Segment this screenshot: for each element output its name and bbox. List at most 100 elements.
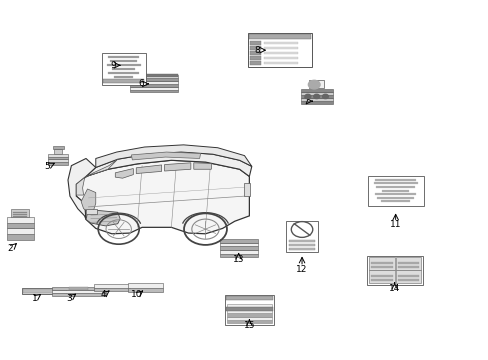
Bar: [250, 41, 261, 45]
Bar: [225, 296, 272, 300]
Circle shape: [308, 80, 320, 89]
Text: 6: 6: [138, 80, 143, 89]
Bar: [130, 81, 178, 84]
Bar: [368, 257, 394, 270]
Bar: [93, 284, 130, 288]
Bar: [289, 248, 314, 250]
Bar: [300, 101, 332, 104]
Bar: [106, 64, 141, 66]
Bar: [48, 159, 68, 162]
Bar: [397, 266, 418, 267]
Text: 15: 15: [243, 321, 255, 330]
Circle shape: [305, 94, 310, 99]
Bar: [219, 250, 257, 253]
Text: 2: 2: [8, 244, 13, 253]
Bar: [370, 275, 392, 277]
Bar: [367, 176, 423, 206]
Bar: [300, 89, 332, 92]
Polygon shape: [131, 152, 200, 160]
Bar: [250, 51, 261, 55]
Bar: [103, 78, 144, 83]
Bar: [300, 98, 332, 101]
Bar: [244, 183, 250, 196]
Bar: [219, 239, 257, 243]
Bar: [224, 295, 273, 324]
Bar: [226, 314, 271, 317]
Bar: [22, 289, 64, 293]
Bar: [130, 74, 178, 77]
Bar: [375, 186, 414, 188]
Polygon shape: [76, 159, 118, 195]
Bar: [249, 34, 310, 39]
Bar: [248, 33, 311, 67]
Bar: [13, 214, 27, 215]
Bar: [128, 288, 162, 292]
Bar: [13, 212, 27, 213]
Polygon shape: [81, 189, 96, 214]
Bar: [226, 310, 271, 314]
Bar: [7, 223, 34, 228]
Bar: [250, 62, 261, 65]
Bar: [370, 266, 392, 267]
Bar: [289, 244, 314, 246]
Bar: [93, 288, 130, 291]
Bar: [373, 182, 417, 184]
Circle shape: [313, 94, 319, 99]
Bar: [225, 307, 272, 311]
Text: 8: 8: [254, 46, 260, 55]
Bar: [374, 179, 415, 181]
Polygon shape: [86, 211, 120, 226]
Bar: [69, 287, 88, 290]
Bar: [226, 307, 271, 310]
Bar: [395, 270, 420, 283]
Bar: [128, 283, 162, 288]
Text: 12: 12: [296, 265, 307, 274]
Bar: [7, 234, 34, 239]
Text: 1: 1: [32, 294, 38, 303]
Bar: [108, 56, 139, 58]
Bar: [300, 95, 332, 98]
Bar: [54, 149, 62, 154]
Text: 4: 4: [100, 290, 106, 299]
Polygon shape: [136, 165, 161, 174]
Bar: [86, 209, 97, 214]
Bar: [7, 228, 34, 234]
Bar: [289, 240, 314, 242]
Bar: [250, 57, 261, 60]
Bar: [285, 221, 317, 252]
Bar: [109, 80, 138, 82]
Bar: [374, 193, 415, 195]
Bar: [226, 320, 271, 323]
Bar: [130, 75, 178, 78]
Bar: [53, 146, 63, 149]
Bar: [219, 243, 257, 246]
Polygon shape: [68, 158, 96, 220]
Bar: [130, 84, 178, 87]
Bar: [308, 80, 324, 88]
Circle shape: [322, 94, 328, 99]
Bar: [250, 46, 261, 50]
Bar: [264, 62, 298, 64]
Bar: [11, 210, 29, 217]
Bar: [52, 290, 105, 293]
Text: 13: 13: [232, 255, 244, 264]
Bar: [264, 47, 298, 49]
Polygon shape: [76, 160, 249, 234]
Bar: [48, 154, 68, 157]
Bar: [114, 76, 133, 78]
Bar: [219, 246, 257, 250]
Bar: [108, 72, 139, 74]
Bar: [397, 275, 418, 277]
Bar: [52, 293, 105, 296]
Bar: [130, 90, 178, 93]
Polygon shape: [115, 168, 133, 178]
Bar: [366, 256, 422, 285]
Bar: [370, 262, 392, 264]
Bar: [52, 287, 105, 290]
Polygon shape: [86, 152, 251, 176]
Bar: [13, 216, 27, 217]
Bar: [264, 57, 298, 59]
Bar: [226, 304, 271, 307]
Bar: [382, 189, 408, 192]
Bar: [130, 87, 178, 90]
